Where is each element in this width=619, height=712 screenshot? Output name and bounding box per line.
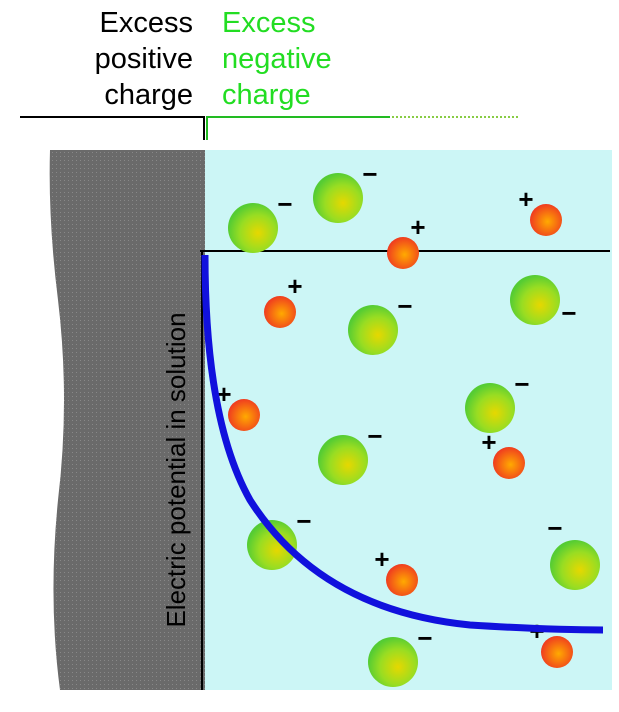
header-text: Excess — [222, 7, 315, 39]
anion-sign: − — [417, 623, 432, 653]
anion-sign: − — [547, 513, 562, 543]
anion — [510, 275, 560, 325]
anion — [228, 203, 278, 253]
header-text: charge — [222, 79, 311, 111]
header-text: charge — [104, 79, 193, 111]
anion-sign: − — [514, 369, 529, 399]
anion — [368, 637, 418, 687]
anion-sign: − — [561, 298, 576, 328]
anion — [318, 435, 368, 485]
anion-sign: − — [397, 291, 412, 321]
anion — [313, 173, 363, 223]
header-left: Excess positive charge — [95, 7, 193, 111]
anion-sign: − — [296, 506, 311, 536]
axis-label: Electric potential in solution — [161, 312, 191, 627]
anion — [550, 540, 600, 590]
cation — [493, 447, 525, 479]
header-text: Excess — [100, 7, 193, 39]
divider-right — [207, 117, 390, 140]
anion-sign: − — [367, 421, 382, 451]
cation — [386, 564, 418, 596]
cation-sign: + — [374, 544, 389, 574]
header-right: Excess negative charge — [222, 7, 332, 111]
header-text: positive — [95, 43, 193, 75]
anion — [348, 305, 398, 355]
diagram: Excess positive charge Excess negative c… — [0, 0, 619, 712]
cation-sign: + — [481, 427, 496, 457]
header-text: negative — [222, 43, 332, 75]
anion — [465, 383, 515, 433]
anion-sign: − — [362, 159, 377, 189]
cation-sign: + — [287, 271, 302, 301]
cation — [541, 636, 573, 668]
cation-sign: + — [518, 184, 533, 214]
anion-sign: − — [277, 189, 292, 219]
cation — [228, 399, 260, 431]
divider-left — [20, 117, 204, 140]
cation — [530, 204, 562, 236]
cation-sign: + — [410, 212, 425, 242]
